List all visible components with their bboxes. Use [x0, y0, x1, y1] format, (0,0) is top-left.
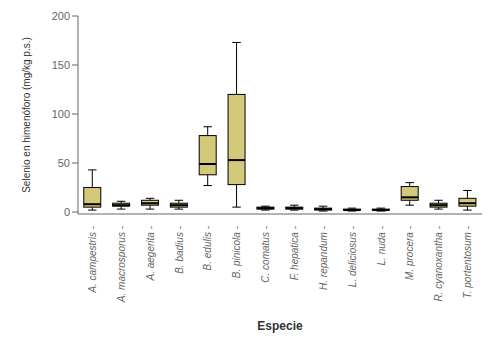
- svg-text:Especie: Especie: [257, 319, 303, 333]
- svg-text:A. macrosporus -: A. macrosporus -: [116, 225, 127, 303]
- svg-text:200: 200: [52, 10, 70, 22]
- svg-text:100: 100: [52, 108, 70, 120]
- svg-text:50: 50: [58, 157, 70, 169]
- svg-text:L. deliciosus -: L. deliciosus -: [347, 225, 358, 287]
- svg-text:L. nuda -: L. nuda -: [376, 225, 387, 265]
- svg-text:A. campestris -: A. campestris -: [87, 225, 98, 293]
- svg-text:B. badius -: B. badius -: [174, 225, 185, 273]
- svg-text:F. hepatica -: F. hepatica -: [289, 225, 300, 280]
- svg-text:M. procera -: M. procera -: [404, 225, 415, 280]
- svg-text:B. edulis -: B. edulis -: [202, 225, 213, 270]
- svg-text:0: 0: [64, 206, 70, 218]
- svg-text:Selenio en himenóforo (mg/kg p: Selenio en himenóforo (mg/kg p.s.): [21, 37, 32, 193]
- svg-text:R. cyanoxantha -: R. cyanoxantha -: [433, 225, 444, 301]
- svg-text:150: 150: [52, 59, 70, 71]
- svg-text:C. comatus -: C. comatus -: [260, 225, 271, 282]
- svg-text:B. pinicola -: B. pinicola -: [231, 225, 242, 278]
- svg-text:A. aegerita -: A. aegerita -: [145, 225, 156, 281]
- svg-text:H. repandum -: H. repandum -: [318, 225, 329, 290]
- svg-text:T. portentosum -: T. portentosum -: [462, 225, 473, 298]
